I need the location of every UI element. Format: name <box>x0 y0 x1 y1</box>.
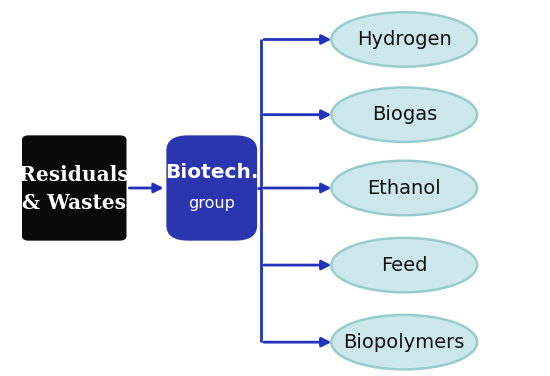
Ellipse shape <box>331 88 477 142</box>
Text: Hydrogen: Hydrogen <box>357 30 452 49</box>
Text: Biogas: Biogas <box>372 105 437 124</box>
Text: Biopolymers: Biopolymers <box>344 333 465 352</box>
Text: Ethanol: Ethanol <box>367 179 441 197</box>
Text: Residuals: Residuals <box>19 165 129 185</box>
Ellipse shape <box>331 161 477 215</box>
FancyBboxPatch shape <box>166 135 257 241</box>
Ellipse shape <box>331 315 477 369</box>
Ellipse shape <box>331 12 477 67</box>
Text: group: group <box>188 196 235 211</box>
Text: Feed: Feed <box>381 256 427 274</box>
Text: Biotech.: Biotech. <box>165 164 258 182</box>
Text: & Wastes: & Wastes <box>22 193 126 213</box>
Ellipse shape <box>331 238 477 293</box>
FancyBboxPatch shape <box>22 135 126 241</box>
